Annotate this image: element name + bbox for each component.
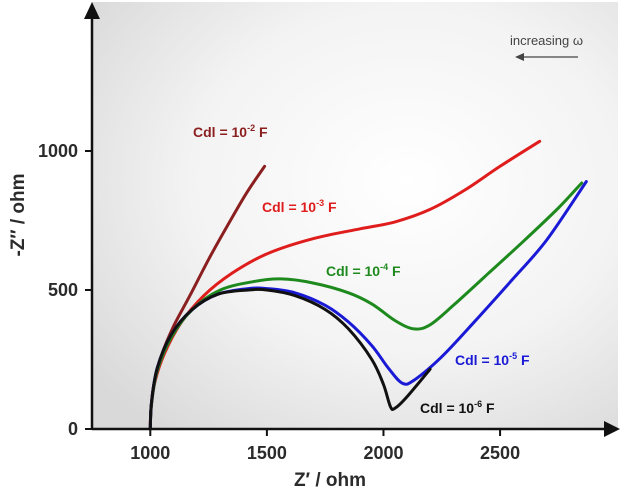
frequency-arrow-head	[515, 53, 524, 61]
y-axis-title: -Z′′ / ohm	[8, 174, 29, 257]
series-line-5	[148, 287, 432, 431]
labels-layer: Z′ / ohm -Z′′ / ohm Cdl = 10-2 F Cdl = 10-3…	[8, 33, 583, 491]
ticks-layer: 1000 1500 2000 2500 0 500 1000	[38, 141, 520, 463]
x-axis-title: Z′ / ohm	[294, 470, 366, 491]
series-label-2: Cdl = 10-3 F	[262, 198, 337, 215]
series-label-3: Cdl = 10-4 F	[326, 262, 401, 279]
x-tick-label-0: 1000	[130, 443, 170, 463]
x-tick-label-2: 2000	[363, 443, 403, 463]
series-label-5: Cdl = 10-6 F	[420, 399, 495, 416]
y-tick-label-0: 0	[68, 419, 78, 439]
x-tick-label-3: 2500	[480, 443, 520, 463]
curves-layer	[148, 139, 588, 431]
y-tick-label-1: 500	[48, 280, 78, 300]
axes-layer	[84, 2, 620, 437]
frequency-note: increasing ω	[510, 33, 583, 48]
x-tick-label-1: 1500	[247, 443, 287, 463]
series-label-4: Cdl = 10-5 F	[455, 351, 530, 368]
series-label-1: Cdl = 10-2 F	[193, 123, 268, 140]
plot-background	[92, 2, 618, 429]
y-tick-label-2: 1000	[38, 141, 78, 161]
y-axis-arrow	[84, 2, 100, 19]
x-axis-arrow	[604, 421, 620, 437]
